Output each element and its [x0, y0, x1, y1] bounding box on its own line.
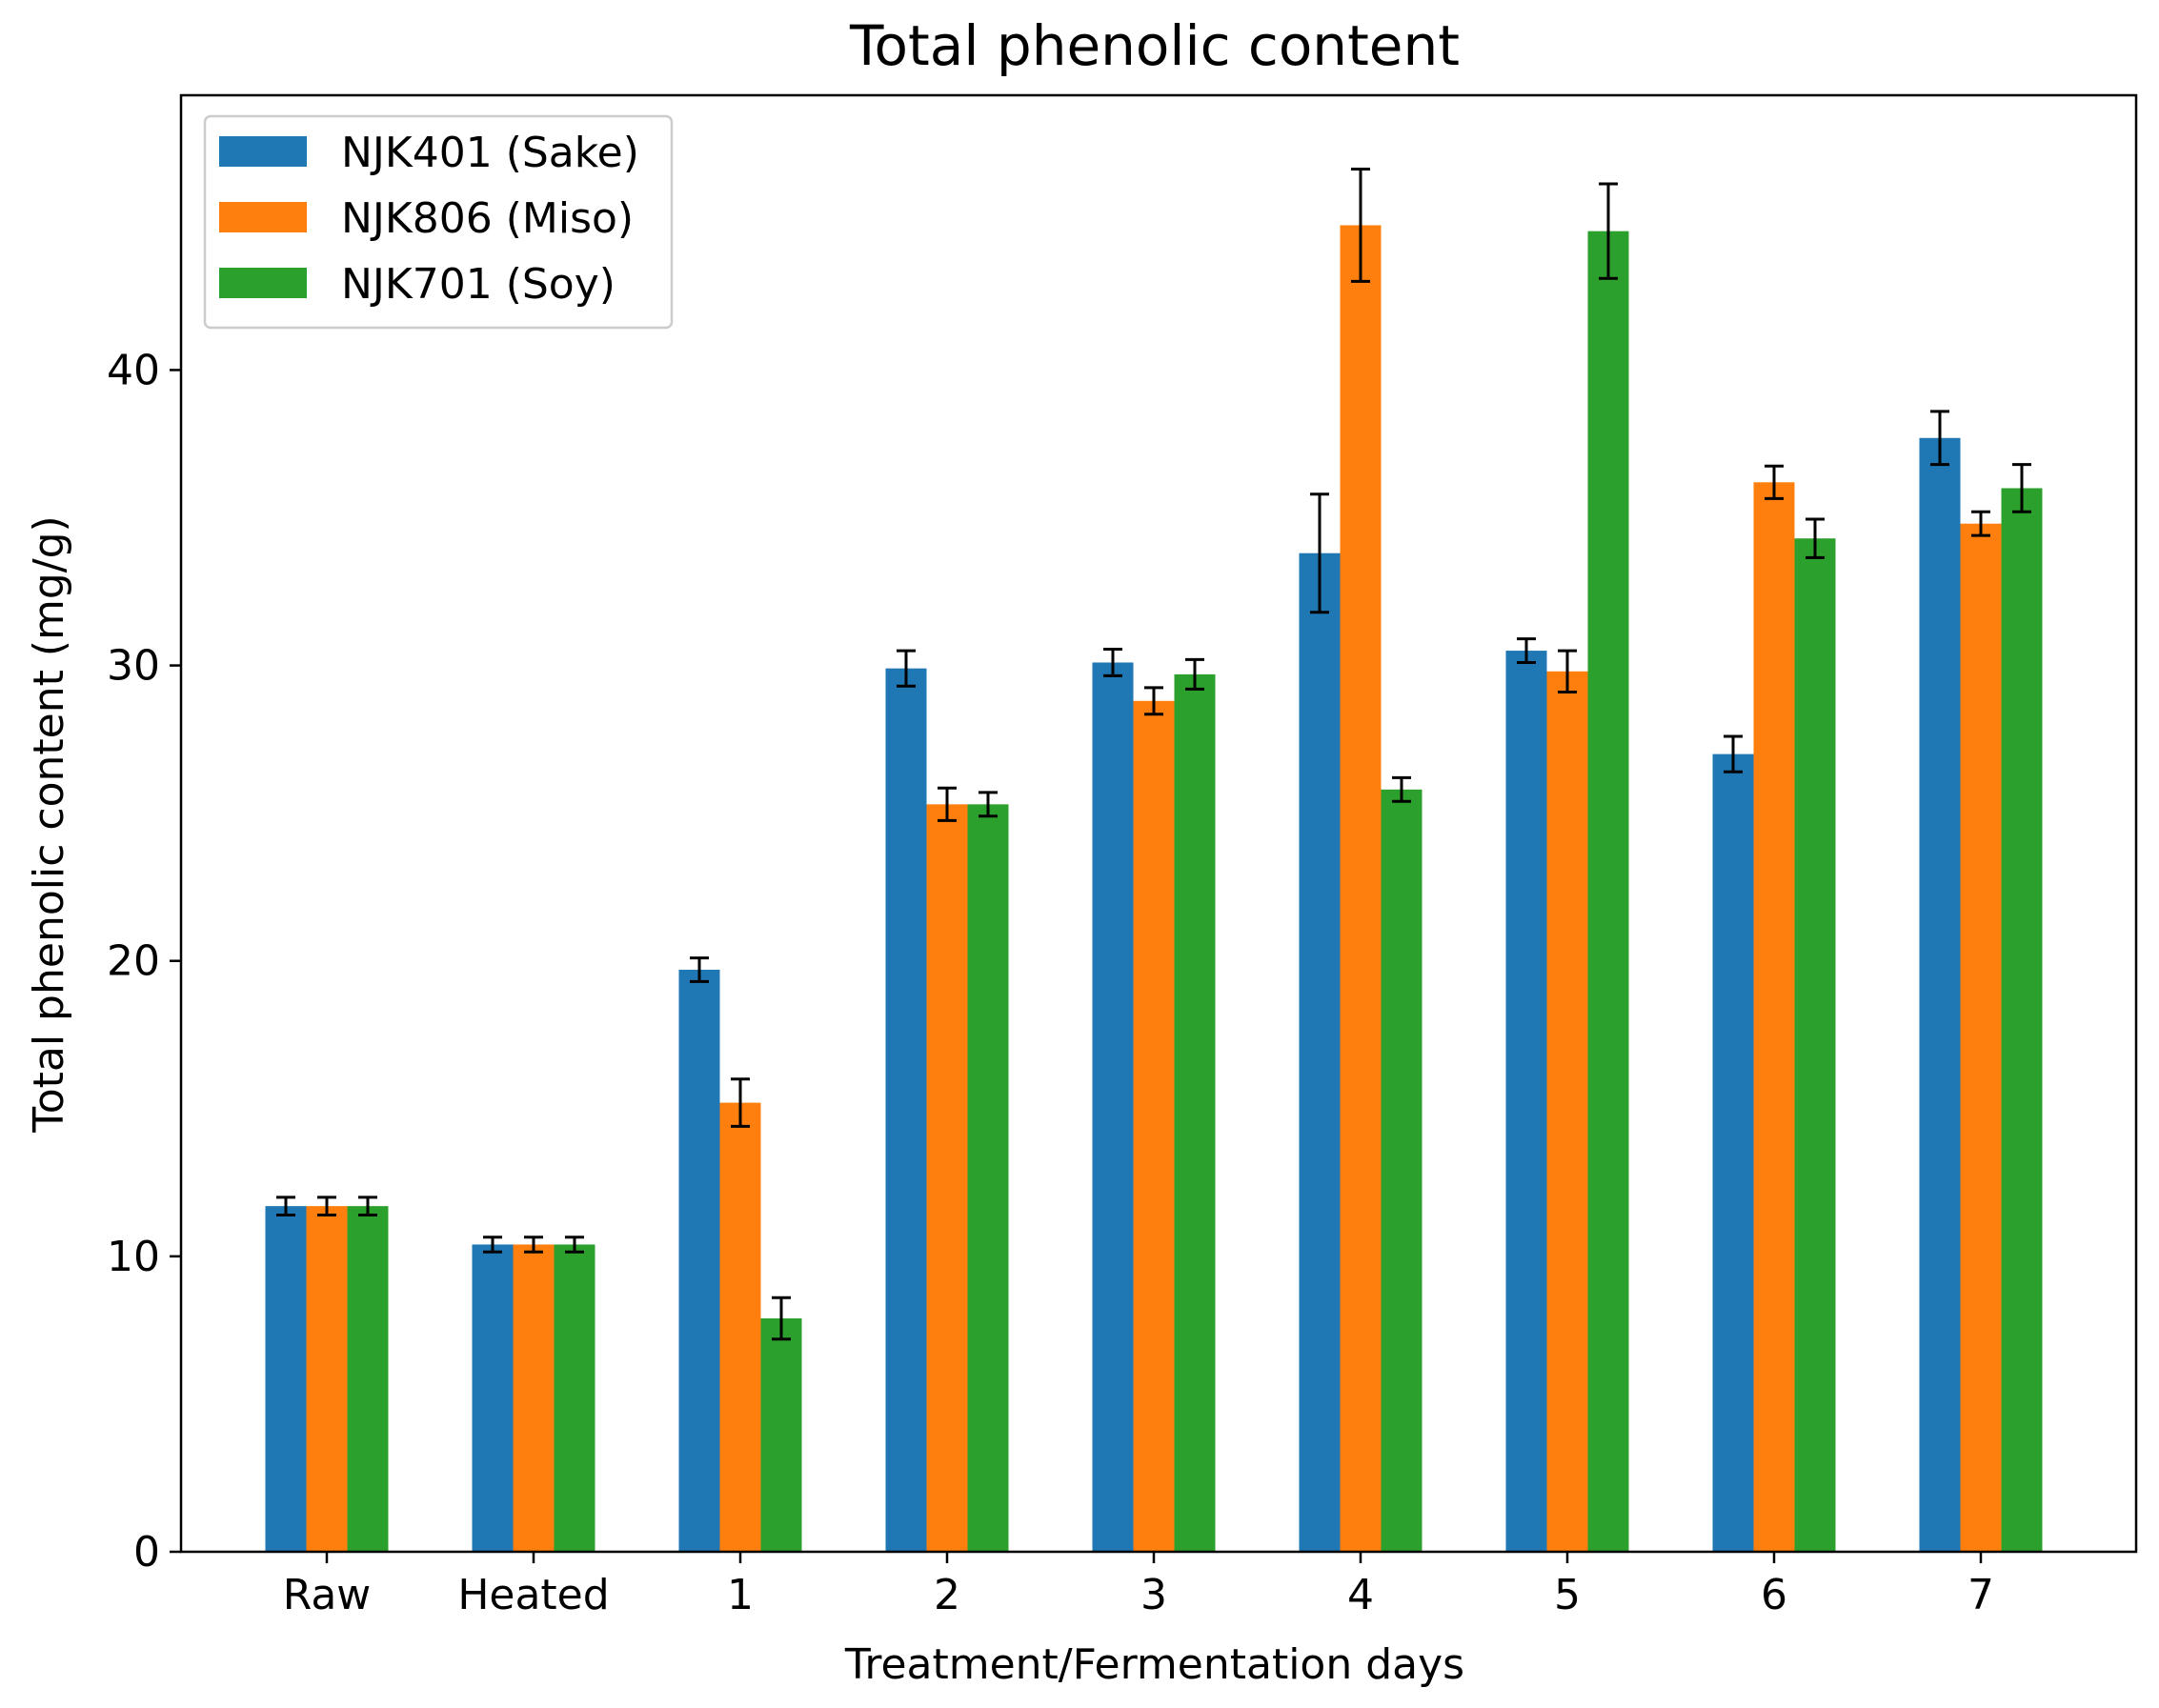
y-tick-label: 20 [107, 937, 160, 986]
bar-miso [1960, 523, 2002, 1553]
chart-title: Total phenolic content [849, 13, 1460, 78]
bar-soy [1174, 673, 1216, 1552]
legend-swatch-miso [219, 202, 307, 232]
x-tick-label: 4 [1347, 1571, 1374, 1619]
bar-miso [926, 804, 968, 1552]
bar-soy [554, 1244, 595, 1552]
bar-sake [885, 668, 927, 1552]
y-tick-label: 40 [107, 346, 160, 394]
bar-soy [1794, 538, 1836, 1553]
bar-soy [347, 1206, 389, 1552]
bar-sake [1505, 651, 1547, 1552]
bar-miso [1340, 225, 1382, 1552]
bar-sake [1299, 553, 1341, 1552]
bar-sake [1712, 754, 1754, 1552]
x-tick-label: 5 [1554, 1571, 1581, 1619]
bar-soy [2001, 488, 2043, 1553]
bar-soy [1381, 789, 1423, 1552]
bar-soy [760, 1317, 802, 1552]
legend-label-soy: NJK701 (Soy) [341, 260, 615, 309]
errorbar-group [276, 168, 2031, 1341]
legend-swatch-soy [219, 268, 307, 298]
x-tick-label: 1 [727, 1571, 754, 1619]
bar-miso [719, 1102, 761, 1552]
bar-sake [678, 970, 720, 1552]
bar-soy [967, 804, 1009, 1552]
legend-frame [203, 114, 674, 330]
y-axis: 0 10 20 30 40 [107, 346, 181, 1577]
x-tick-label: 6 [1761, 1571, 1787, 1619]
plot-area-frame [179, 93, 2138, 1554]
bar-sake [1092, 662, 1134, 1552]
x-axis-label: Treatment/Fermentation days [844, 1640, 1464, 1689]
bar-group [265, 225, 2043, 1553]
legend-label-miso: NJK806 (Miso) [341, 194, 634, 243]
x-tick-label: 7 [1967, 1571, 1994, 1619]
legend: NJK401 (Sake) NJK806 (Miso) NJK701 (Soy) [203, 114, 674, 330]
bar-miso [1133, 700, 1175, 1552]
y-tick-label: 30 [107, 642, 160, 691]
x-tick-label: 3 [1140, 1571, 1167, 1619]
bar-sake [472, 1244, 514, 1552]
x-tick-label: 2 [934, 1571, 960, 1619]
bar-sake [265, 1206, 307, 1552]
bar-soy [1587, 231, 1629, 1553]
y-tick-label: 10 [107, 1233, 160, 1281]
x-axis: Raw Heated 1 2 3 4 5 6 7 [283, 1552, 1994, 1619]
y-axis-label: Total phenolic content (mg/g) [25, 515, 73, 1133]
bar-sake [1919, 437, 1961, 1553]
y-tick-label: 0 [133, 1528, 160, 1577]
bar-miso [1753, 482, 1795, 1552]
bar-miso [306, 1206, 348, 1552]
legend-swatch-sake [219, 136, 307, 167]
bar-miso [513, 1244, 555, 1552]
x-tick-label: Raw [283, 1571, 372, 1619]
x-tick-label: Heated [457, 1571, 609, 1619]
legend-label-sake: NJK401 (Sake) [341, 129, 639, 177]
bar-miso [1546, 671, 1588, 1552]
